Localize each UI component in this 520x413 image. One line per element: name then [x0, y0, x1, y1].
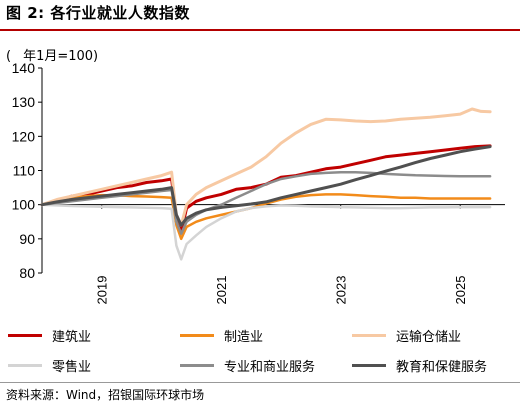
- legend-swatch: [180, 364, 214, 367]
- series-line-1: [40, 144, 492, 234]
- source-divider: [0, 382, 520, 383]
- line-chart: 80 90 100 110 120 130 140 2019 2021 2023 2025: [12, 60, 505, 304]
- legend-swatch: [8, 364, 42, 367]
- chart-axes: 80 90 100 110 120 130 140 2019 2021 2023 2025: [12, 60, 505, 304]
- y-tick-label: 100: [12, 197, 36, 213]
- legend-label: 建筑业: [52, 330, 92, 345]
- y-tick-label: 130: [12, 94, 36, 110]
- legend-item-3: 运输仓储业: [352, 326, 461, 345]
- y-tick-label: 90: [19, 231, 35, 247]
- x-tick-label: 2023: [334, 276, 349, 305]
- legend-label: 运输仓储业: [396, 330, 462, 345]
- legend-label: 制造业: [224, 330, 264, 345]
- unit-label: 年1月=100): [23, 49, 99, 64]
- unit-paren: (: [6, 49, 12, 64]
- chart-title: 图 2: 各行业就业人数指数: [6, 4, 190, 22]
- y-tick-label: 120: [12, 128, 36, 144]
- source-note: 资料来源：Wind，招银国际环球市场: [6, 388, 205, 402]
- chart-series: [40, 107, 492, 261]
- legend-swatch: [352, 364, 386, 367]
- legend-item-4: 零售业: [8, 356, 91, 375]
- legend-item-2: 制造业: [180, 326, 263, 345]
- y-axis-unit: ( 年1月=100): [6, 45, 98, 64]
- y-tick-label: 80: [19, 265, 35, 281]
- x-tick-label: 2025: [453, 276, 468, 305]
- x-tick-label: 2021: [214, 276, 229, 305]
- legend-item-6: 教育和保健服务: [352, 356, 487, 375]
- series-line-6: [40, 145, 492, 227]
- y-tick-label: 110: [13, 163, 36, 179]
- title-underline: [0, 29, 520, 31]
- legend-swatch: [180, 334, 214, 337]
- chart-legend: 建筑业 制造业 运输仓储业零售业 专业和商业服务 教育和保健服务: [0, 320, 520, 380]
- legend-swatch: [352, 334, 386, 337]
- series-line-3: [40, 107, 492, 227]
- legend-item-5: 专业和商业服务: [180, 356, 315, 375]
- legend-swatch: [8, 334, 42, 337]
- legend-label: 零售业: [52, 360, 92, 375]
- legend-label: 教育和保健服务: [396, 360, 488, 375]
- x-tick-label: 2019: [95, 276, 110, 305]
- series-line-4: [40, 203, 492, 261]
- legend-label: 专业和商业服务: [224, 360, 316, 375]
- y-tick-label: 140: [12, 60, 36, 76]
- legend-item-1: 建筑业: [8, 326, 91, 345]
- series-line-5: [40, 170, 492, 235]
